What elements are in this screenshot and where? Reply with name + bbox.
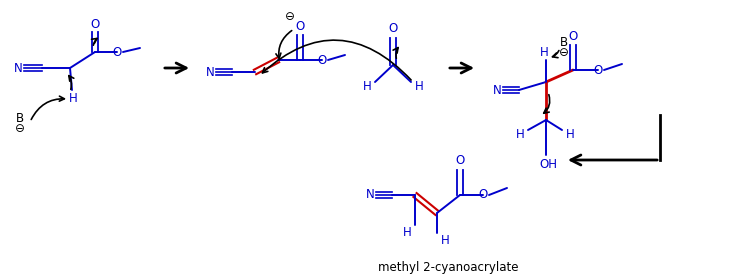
Text: O: O <box>456 155 464 167</box>
Text: ⊖: ⊖ <box>559 45 569 59</box>
Text: H: H <box>516 129 524 141</box>
Text: H: H <box>403 225 411 239</box>
Text: O: O <box>113 45 121 59</box>
Text: O: O <box>295 20 305 32</box>
Text: H: H <box>68 92 77 106</box>
Text: N: N <box>14 62 22 74</box>
Text: H: H <box>414 81 423 94</box>
Text: B: B <box>560 36 568 48</box>
Text: H: H <box>363 81 372 94</box>
Text: B: B <box>16 111 24 125</box>
Text: methyl 2-cyanoacrylate: methyl 2-cyanoacrylate <box>378 262 518 274</box>
Text: OH: OH <box>539 157 557 171</box>
Text: N: N <box>205 66 214 78</box>
Text: O: O <box>478 188 488 202</box>
Text: H: H <box>441 234 450 246</box>
Text: N: N <box>366 188 375 202</box>
Text: O: O <box>317 53 327 67</box>
Text: O: O <box>389 22 397 36</box>
Text: O: O <box>568 29 578 43</box>
Text: N: N <box>492 83 501 97</box>
Text: ⊖: ⊖ <box>15 122 25 134</box>
Text: H: H <box>566 129 574 141</box>
Text: O: O <box>91 17 99 31</box>
Text: ⊖: ⊖ <box>285 10 295 24</box>
Text: O: O <box>593 64 603 76</box>
Text: H: H <box>539 45 548 59</box>
